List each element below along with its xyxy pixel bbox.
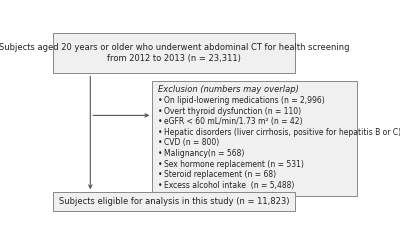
Text: CVD (n = 800): CVD (n = 800) [164, 139, 219, 147]
Text: On lipid-lowering medications (n = 2,996): On lipid-lowering medications (n = 2,996… [164, 96, 325, 105]
Text: •: • [158, 181, 162, 190]
FancyBboxPatch shape [152, 81, 357, 196]
FancyBboxPatch shape [53, 192, 295, 211]
Text: •: • [158, 96, 162, 105]
Text: Steroid replacement (n = 68): Steroid replacement (n = 68) [164, 170, 276, 180]
Text: Exclusion (numbers may overlap): Exclusion (numbers may overlap) [158, 85, 299, 94]
Text: Subjects aged 20 years or older who underwent abdominal CT for health screening
: Subjects aged 20 years or older who unde… [0, 43, 349, 63]
Text: •: • [158, 149, 162, 158]
Text: Excess alcohol intake  (n = 5,488): Excess alcohol intake (n = 5,488) [164, 181, 294, 190]
Text: eGFR < 60 mL/min/1.73 m² (n = 42): eGFR < 60 mL/min/1.73 m² (n = 42) [164, 117, 302, 126]
Text: Overt thyroid dysfunction (n = 110): Overt thyroid dysfunction (n = 110) [164, 107, 301, 115]
Text: Sex hormone replacement (n = 531): Sex hormone replacement (n = 531) [164, 160, 304, 169]
Text: Hepatic disorders (liver cirrhosis, positive for hepatitis B or C) (n = 1,080): Hepatic disorders (liver cirrhosis, posi… [164, 128, 400, 137]
Text: •: • [158, 107, 162, 115]
Text: Subjects eligible for analysis in this study (n = 11,823): Subjects eligible for analysis in this s… [59, 197, 289, 206]
Text: •: • [158, 170, 162, 180]
Text: Malignancy(n = 568): Malignancy(n = 568) [164, 149, 244, 158]
Text: •: • [158, 117, 162, 126]
Text: •: • [158, 128, 162, 137]
Text: •: • [158, 139, 162, 147]
Text: •: • [158, 160, 162, 169]
FancyBboxPatch shape [53, 33, 295, 74]
